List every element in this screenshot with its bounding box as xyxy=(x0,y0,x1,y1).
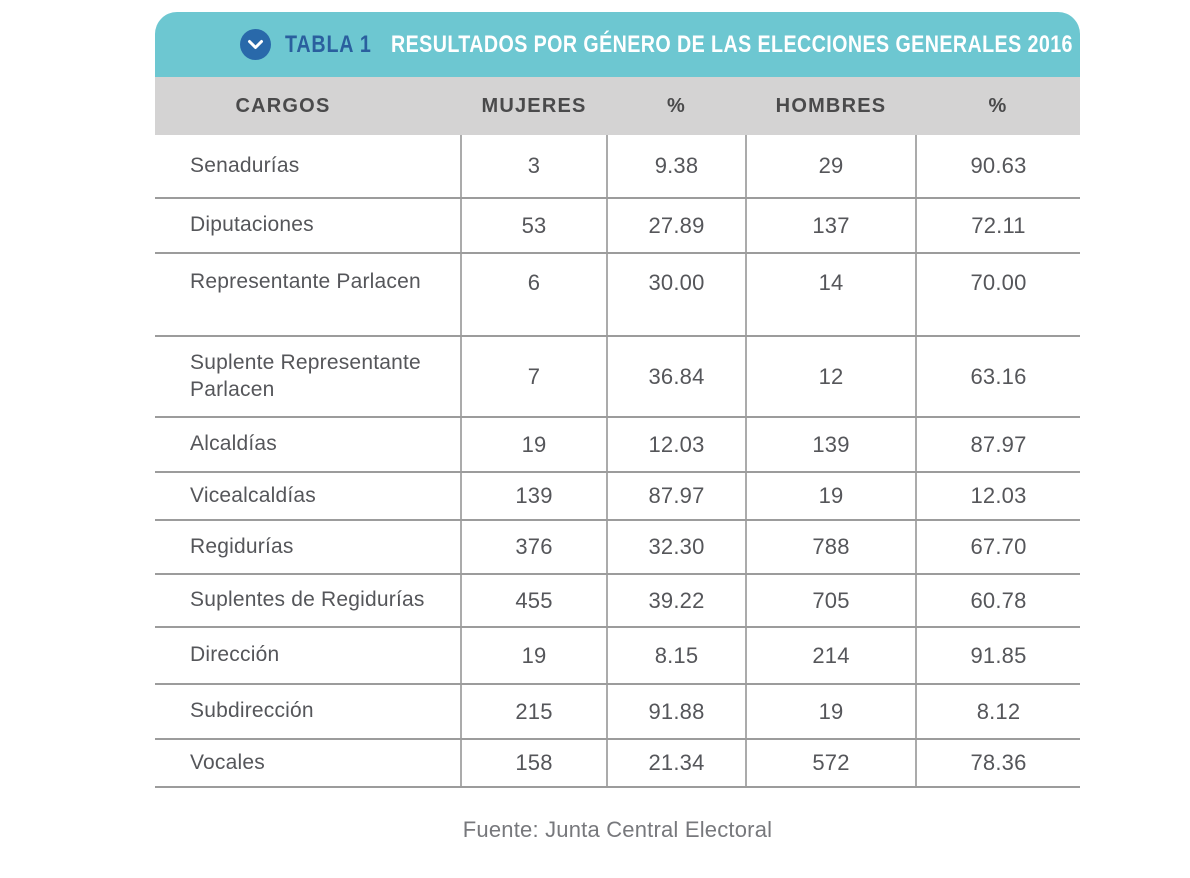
col-header-mujeres: MUJERES xyxy=(461,77,607,135)
cell-pct-mujeres: 21.34 xyxy=(606,739,746,788)
table-row: Suplente Representante Parlacen 7 36.84 … xyxy=(155,336,1080,418)
cell-pct-mujeres: 8.15 xyxy=(606,627,746,685)
cell-pct-hombres: 8.12 xyxy=(915,684,1080,740)
table-body: Senadurías 3 9.38 29 90.63 Diputaciones … xyxy=(155,135,1080,788)
cell-mujeres: 376 xyxy=(460,520,607,575)
source-note: Fuente: Junta Central Electoral xyxy=(462,817,773,842)
cell-pct-hombres: 63.16 xyxy=(915,336,1080,418)
col-header-pct-hombres: % xyxy=(916,77,1080,135)
cell-mujeres: 19 xyxy=(460,417,607,473)
table-row: Suplentes de Regidurías 455 39.22 705 60… xyxy=(155,574,1080,628)
cell-mujeres: 455 xyxy=(460,574,607,628)
table-row: Vocales 158 21.34 572 78.36 xyxy=(155,739,1080,788)
cell-hombres: 788 xyxy=(745,520,916,575)
table-titlebar: TABLA 1 RESULTADOS POR GÉNERO DE LAS ELE… xyxy=(155,12,1080,77)
cell-pct-hombres: 87.97 xyxy=(915,417,1080,473)
cell-mujeres: 19 xyxy=(460,627,607,685)
cell-mujeres: 6 xyxy=(460,253,607,337)
col-header-hombres: HOMBRES xyxy=(746,77,916,135)
cell-pct-mujeres: 39.22 xyxy=(606,574,746,628)
cell-cargo: Vocales xyxy=(155,739,461,788)
cell-hombres: 29 xyxy=(745,135,916,199)
table-row: Vicealcaldías 139 87.97 19 12.03 xyxy=(155,472,1080,521)
cell-hombres: 14 xyxy=(745,253,916,337)
cell-pct-hombres: 67.70 xyxy=(915,520,1080,575)
cell-hombres: 137 xyxy=(745,198,916,254)
cell-cargo: Suplente Representante Parlacen xyxy=(155,336,461,418)
cell-cargo: Representante Parlacen xyxy=(155,253,461,337)
cell-mujeres: 139 xyxy=(460,472,607,521)
table-row: Alcaldías 19 12.03 139 87.97 xyxy=(155,417,1080,473)
cell-mujeres: 53 xyxy=(460,198,607,254)
cell-pct-hombres: 70.00 xyxy=(915,253,1080,337)
cell-cargo: Suplentes de Regidurías xyxy=(155,574,461,628)
results-table: CARGOS MUJERES % HOMBRES % Senadurías 3 … xyxy=(155,77,1080,788)
cell-pct-hombres: 90.63 xyxy=(915,135,1080,199)
cell-pct-hombres: 72.11 xyxy=(915,198,1080,254)
table-row: Representante Parlacen 6 30.00 14 70.00 xyxy=(155,253,1080,337)
table-title: RESULTADOS POR GÉNERO DE LAS ELECCIONES … xyxy=(390,30,1073,58)
cell-mujeres: 215 xyxy=(460,684,607,740)
cell-cargo: Senadurías xyxy=(155,135,461,199)
cell-pct-hombres: 60.78 xyxy=(915,574,1080,628)
cell-mujeres: 158 xyxy=(460,739,607,788)
cell-pct-mujeres: 27.89 xyxy=(606,198,746,254)
header-row: CARGOS MUJERES % HOMBRES % xyxy=(155,77,1080,135)
cell-cargo: Dirección xyxy=(155,627,461,685)
cell-pct-mujeres: 30.00 xyxy=(606,253,746,337)
cell-mujeres: 3 xyxy=(460,135,607,199)
cell-cargo: Alcaldías xyxy=(155,417,461,473)
cell-hombres: 19 xyxy=(745,684,916,740)
cell-cargo: Subdirección xyxy=(155,684,461,740)
cell-pct-mujeres: 9.38 xyxy=(606,135,746,199)
cell-pct-mujeres: 91.88 xyxy=(606,684,746,740)
table-header-band: CARGOS MUJERES % HOMBRES % xyxy=(155,77,1080,135)
cell-hombres: 572 xyxy=(745,739,916,788)
cell-pct-mujeres: 12.03 xyxy=(606,417,746,473)
cell-pct-mujeres: 32.30 xyxy=(606,520,746,575)
chevron-down-circle-icon xyxy=(240,29,271,60)
cell-hombres: 139 xyxy=(745,417,916,473)
cell-pct-mujeres: 87.97 xyxy=(606,472,746,521)
cell-pct-hombres: 78.36 xyxy=(915,739,1080,788)
table-row: Subdirección 215 91.88 19 8.12 xyxy=(155,684,1080,740)
col-header-cargos: CARGOS xyxy=(155,77,461,135)
table-row: Senadurías 3 9.38 29 90.63 xyxy=(155,135,1080,199)
table-tag-label: TABLA 1 xyxy=(285,30,372,58)
table-row: Dirección 19 8.15 214 91.85 xyxy=(155,627,1080,685)
tabla-1-figure: TABLA 1 RESULTADOS POR GÉNERO DE LAS ELE… xyxy=(155,12,1080,843)
col-header-pct-mujeres: % xyxy=(607,77,746,135)
cell-hombres: 705 xyxy=(745,574,916,628)
cell-pct-hombres: 91.85 xyxy=(915,627,1080,685)
cell-pct-mujeres: 36.84 xyxy=(606,336,746,418)
table-row: Diputaciones 53 27.89 137 72.11 xyxy=(155,198,1080,254)
cell-cargo: Diputaciones xyxy=(155,198,461,254)
table-row: Regidurías 376 32.30 788 67.70 xyxy=(155,520,1080,575)
cell-hombres: 214 xyxy=(745,627,916,685)
cell-hombres: 12 xyxy=(745,336,916,418)
cell-mujeres: 7 xyxy=(460,336,607,418)
cell-cargo: Regidurías xyxy=(155,520,461,575)
cell-cargo: Vicealcaldías xyxy=(155,472,461,521)
cell-hombres: 19 xyxy=(745,472,916,521)
cell-pct-hombres: 12.03 xyxy=(915,472,1080,521)
